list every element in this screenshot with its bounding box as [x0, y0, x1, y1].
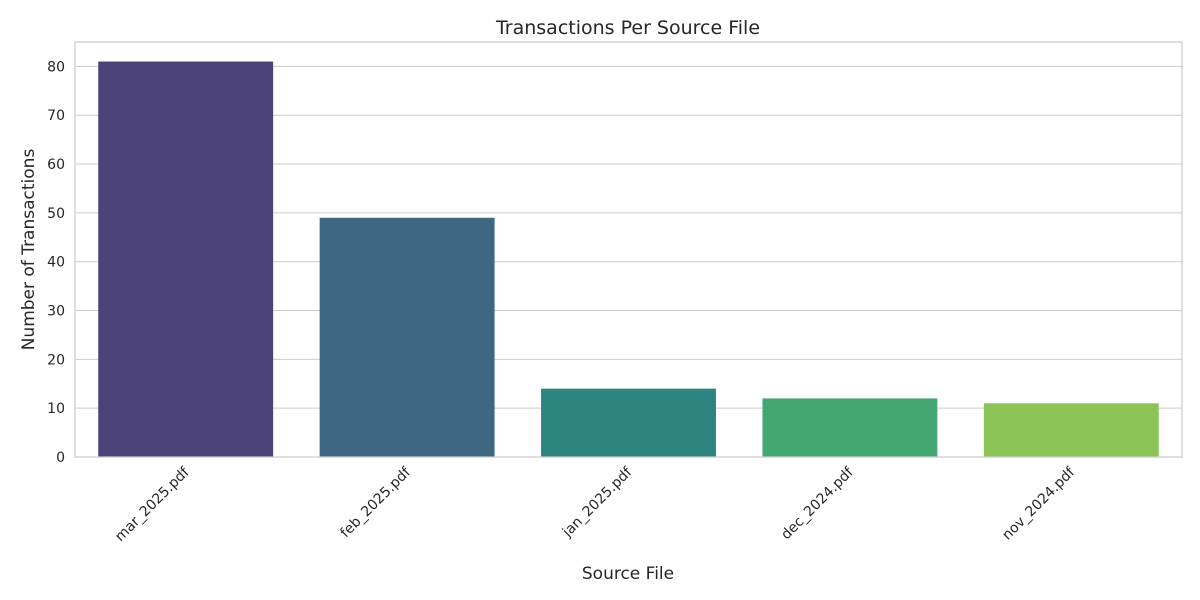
- x-tick-label: mar_2025.pdf: [112, 464, 193, 545]
- y-tick-label: 50: [47, 206, 65, 222]
- y-tick-labels: 0 10 20 30 40 50 60 70 80: [47, 59, 65, 466]
- x-tick-label: feb_2025.pdf: [337, 464, 414, 541]
- bar-mar-2025-pdf: [98, 61, 274, 457]
- y-tick-label: 10: [47, 401, 65, 417]
- y-tick-label: 70: [47, 108, 65, 124]
- y-tick-label: 0: [56, 450, 65, 466]
- x-tick-label: dec_2024.pdf: [778, 464, 857, 543]
- y-tick-label: 60: [47, 157, 65, 173]
- bar-dec-2024-pdf: [762, 398, 938, 457]
- bars: [98, 61, 1159, 457]
- y-tick-label: 30: [47, 304, 65, 320]
- chart-title: Transactions Per Source File: [495, 17, 760, 39]
- bar-nov-2024-pdf: [983, 403, 1159, 457]
- y-tick-label: 40: [47, 255, 65, 271]
- x-tick-labels: mar_2025.pdf feb_2025.pdf jan_2025.pdf dec_…: [112, 464, 1079, 545]
- x-axis-label: Source File: [582, 564, 674, 584]
- bar-jan-2025-pdf: [541, 388, 716, 457]
- x-tick-label: nov_2024.pdf: [999, 464, 1079, 544]
- bar-feb-2025-pdf: [319, 217, 495, 457]
- x-tick-label: jan_2025.pdf: [559, 464, 636, 541]
- y-tick-label: 80: [47, 59, 65, 75]
- y-axis-label: Number of Transactions: [19, 149, 39, 351]
- y-tick-label: 20: [47, 352, 65, 368]
- plot-frame: [74, 41, 1183, 458]
